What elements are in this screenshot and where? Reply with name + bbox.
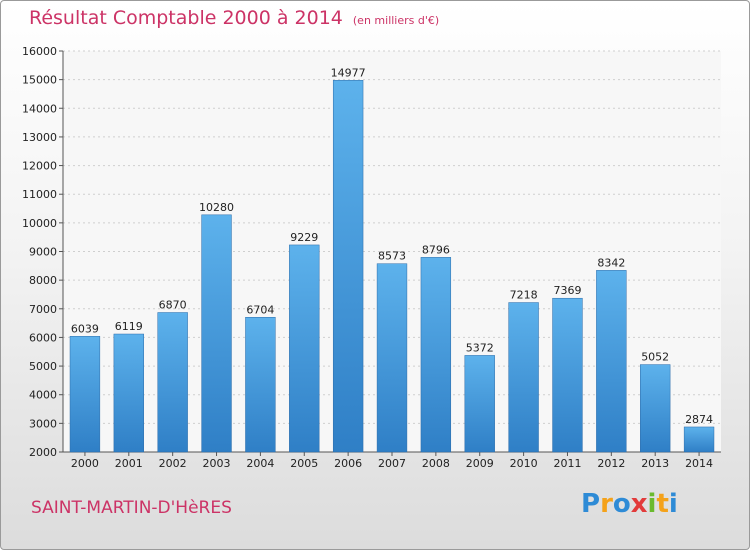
bar-value-label: 9229 — [290, 231, 318, 244]
city-name: SAINT-MARTIN-D'HèRES — [31, 498, 232, 518]
bar-2010 — [508, 302, 539, 453]
bar-2002 — [157, 312, 188, 453]
x-tick-label: 2007 — [378, 457, 406, 470]
chart-subtitle: (en milliers d'€) — [352, 14, 440, 27]
bar-2014 — [683, 426, 715, 453]
bar-2006 — [332, 80, 364, 453]
x-tick-label: 2008 — [422, 457, 450, 470]
x-tick-label: 2014 — [685, 457, 713, 470]
bar-2007 — [376, 263, 408, 453]
y-tick-label: 12000 — [22, 160, 57, 173]
chart-title-text: Résultat Comptable 2000 à 2014 — [29, 7, 343, 29]
bar-2003 — [201, 214, 232, 453]
chart-title: Résultat Comptable 2000 à 2014 (en millie… — [29, 7, 439, 29]
y-tick-label: 2000 — [29, 446, 57, 459]
y-tick-label: 8000 — [29, 274, 57, 287]
bar-value-label: 2874 — [685, 413, 713, 426]
bar-value-label: 7369 — [553, 284, 581, 297]
bar-value-label: 6704 — [246, 303, 274, 316]
bar-2005 — [289, 244, 320, 453]
y-tick-label: 3000 — [29, 417, 57, 430]
y-tick-label: 13000 — [22, 131, 57, 144]
logo-letter: r — [600, 489, 613, 519]
logo-letter: i — [647, 489, 657, 519]
bar-value-label: 8573 — [378, 250, 406, 263]
x-tick-label: 2000 — [71, 457, 99, 470]
y-tick-label: 10000 — [22, 217, 57, 230]
bar-2011 — [552, 297, 583, 453]
bar-2012 — [596, 270, 627, 453]
x-tick-label: 2004 — [246, 457, 274, 470]
logo-letter: o — [612, 489, 631, 519]
x-tick-label: 2001 — [115, 457, 143, 470]
bar-2009 — [464, 355, 495, 453]
bar-value-label: 10280 — [199, 201, 234, 214]
y-tick-label: 6000 — [29, 331, 57, 344]
logo-letter: x — [630, 489, 648, 519]
y-tick-label: 9000 — [29, 246, 57, 259]
x-tick-label: 2010 — [510, 457, 538, 470]
x-tick-label: 2002 — [159, 457, 187, 470]
y-tick-label: 5000 — [29, 360, 57, 373]
x-tick-label: 2013 — [641, 457, 669, 470]
x-tick-label: 2003 — [203, 457, 231, 470]
bar-value-label: 8796 — [422, 243, 450, 256]
x-tick-label: 2009 — [466, 457, 494, 470]
bar-2001 — [113, 333, 144, 453]
logo-letter: P — [581, 489, 601, 519]
y-tick-label: 4000 — [29, 389, 57, 402]
logo-letter: t — [656, 489, 669, 519]
y-tick-label: 7000 — [29, 303, 57, 316]
labels: 6039 2000 6119 2001 6870 2002 10280 2003 6704 200… — [71, 66, 713, 470]
bar-value-label: 5052 — [641, 351, 669, 364]
bar-value-label: 7218 — [510, 289, 538, 302]
bar-2008 — [420, 257, 452, 453]
y-tick-label: 14000 — [22, 102, 57, 115]
y-tick-label: 11000 — [22, 188, 57, 201]
bar-value-label: 14977 — [331, 66, 366, 79]
bar-2013 — [640, 364, 671, 453]
x-tick-label: 2005 — [290, 457, 318, 470]
bar-value-label: 6039 — [71, 322, 99, 335]
bar-value-label: 6119 — [115, 320, 143, 333]
x-tick-label: 2012 — [597, 457, 625, 470]
bar-value-label: 5372 — [466, 341, 494, 354]
axes: 2000 3000 4000 5000 6000 7000 8000 9000 10000 110… — [22, 45, 721, 459]
proxiti-logo[interactable]: Proxiti — [581, 489, 678, 519]
x-tick-label: 2011 — [553, 457, 581, 470]
bar-value-label: 8342 — [597, 256, 625, 269]
bars — [69, 80, 715, 453]
y-tick-label: 16000 — [22, 45, 57, 58]
bar-value-label: 6870 — [159, 299, 187, 312]
bar-2004 — [245, 317, 276, 453]
y-tick-label: 15000 — [22, 74, 57, 87]
x-tick-label: 2006 — [334, 457, 362, 470]
bar-2000 — [69, 336, 101, 453]
logo-letter: i — [668, 489, 678, 519]
